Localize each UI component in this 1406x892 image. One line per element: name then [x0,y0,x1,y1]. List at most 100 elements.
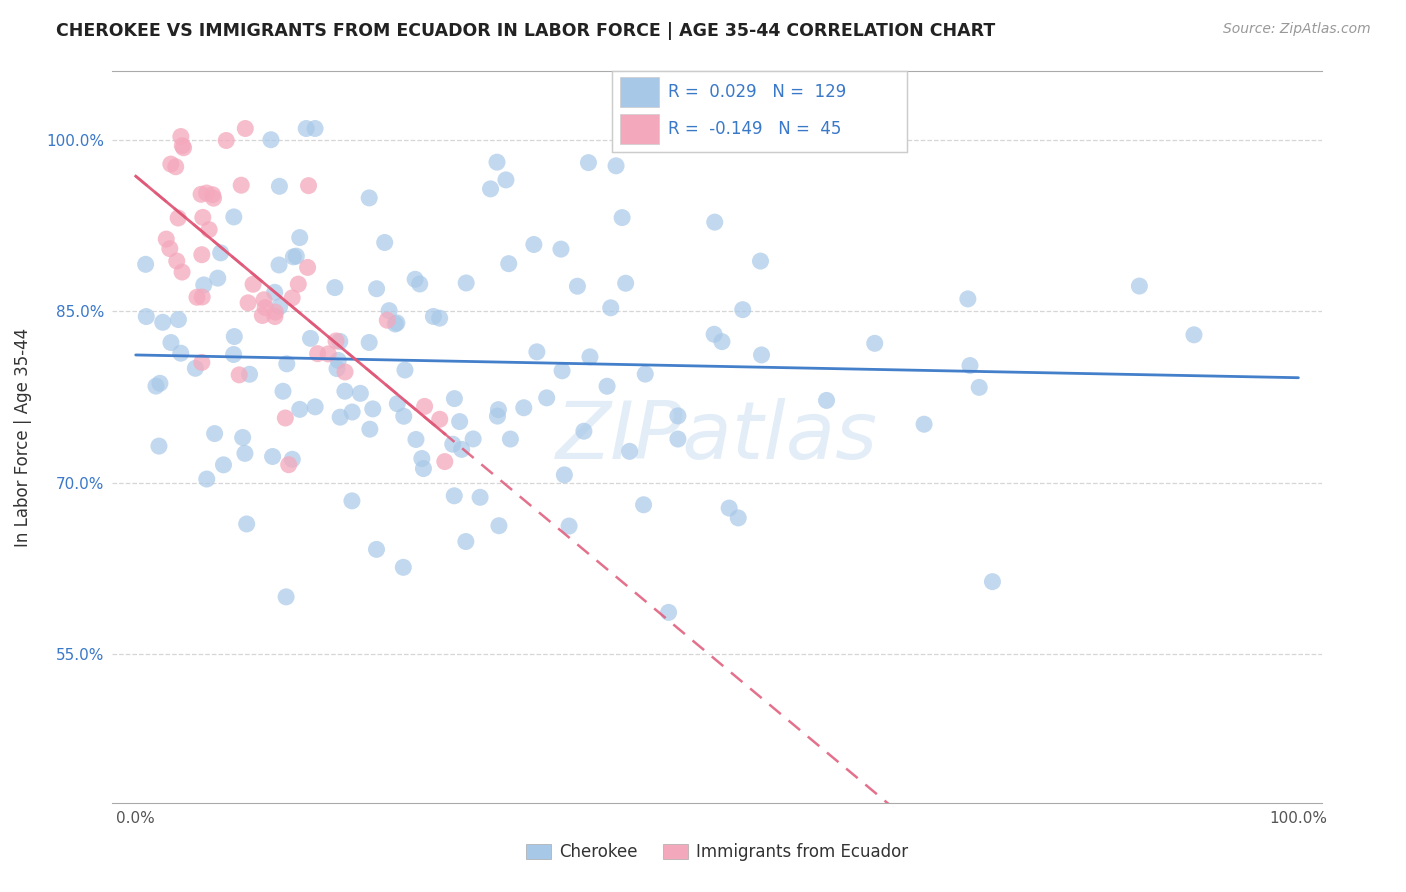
Point [209,245,232,260]
Point [385,316,408,330]
Point [233,446,256,460]
Point [326,361,349,376]
Point [599,301,621,315]
Point [710,334,733,349]
Y-axis label: In Labor Force | Age 35-44: In Labor Force | Age 35-44 [14,327,32,547]
Point [558,519,581,533]
Point [190,187,212,202]
Point [224,329,246,343]
Point [340,494,363,508]
Point [264,310,287,324]
Point [264,305,287,319]
Point [152,315,174,329]
Point [374,235,396,250]
Point [267,258,290,272]
Point [441,437,464,451]
Point [614,277,637,291]
Point [605,159,627,173]
Point [749,254,772,268]
Point [287,277,309,292]
Point [285,249,308,263]
Point [375,313,398,327]
Point [634,367,657,381]
Point [149,376,172,391]
Point [323,280,346,294]
Point [488,518,510,533]
Point [276,357,298,371]
Point [1182,327,1205,342]
Point [260,133,283,147]
Point [384,317,406,331]
Point [165,160,187,174]
Point [405,433,427,447]
Point [170,346,193,360]
Point [523,237,546,252]
Point [297,260,319,275]
Text: R =  0.029   N =  129: R = 0.029 N = 129 [668,83,846,101]
Point [170,265,193,279]
Point [479,182,502,196]
Text: CHEROKEE VS IMMIGRANTS FROM ECUADOR IN LABOR FORCE | AGE 35-44 CORRELATION CHART: CHEROKEE VS IMMIGRANTS FROM ECUADOR IN L… [56,22,995,40]
Point [222,347,245,361]
Point [412,461,434,475]
Point [281,452,304,467]
Point [288,230,311,244]
Point [299,331,322,345]
Point [274,590,297,604]
Point [349,386,371,401]
Point [450,442,472,457]
Point [499,432,522,446]
Point [456,276,478,290]
Point [486,402,509,417]
Point [443,392,465,406]
Point [553,467,575,482]
Point [579,350,602,364]
Point [912,417,935,432]
Point [468,491,491,505]
Point [263,285,285,300]
Point [167,211,190,225]
Point [235,516,257,531]
Point [191,290,214,304]
Point [170,129,193,144]
Point [619,444,641,458]
Point [198,222,221,236]
Point [283,250,305,264]
Point [325,334,347,348]
Point [513,401,536,415]
Point [411,451,433,466]
Point [727,511,749,525]
Point [145,379,167,393]
Point [195,472,218,486]
Point [135,310,157,324]
Point [329,410,352,425]
Point [378,303,401,318]
Point [191,248,214,262]
Point [160,157,183,171]
Point [387,397,409,411]
Point [633,498,655,512]
Point [155,232,177,246]
Point [443,489,465,503]
Point [233,121,256,136]
Point [718,501,741,516]
Point [166,254,188,268]
Point [333,365,356,379]
Point [429,412,451,426]
Point [550,242,572,256]
Point [967,380,990,394]
Point [815,393,838,408]
Text: R =  -0.149   N =  45: R = -0.149 N = 45 [668,120,841,137]
Point [359,191,381,205]
Point [191,211,214,225]
Point [801,122,824,136]
Point [578,155,600,169]
Point [392,409,415,424]
Point [297,178,319,193]
Point [328,353,350,368]
Point [433,454,456,468]
Point [191,355,214,369]
Point [422,310,444,324]
Point [184,361,207,376]
Point [1128,279,1150,293]
